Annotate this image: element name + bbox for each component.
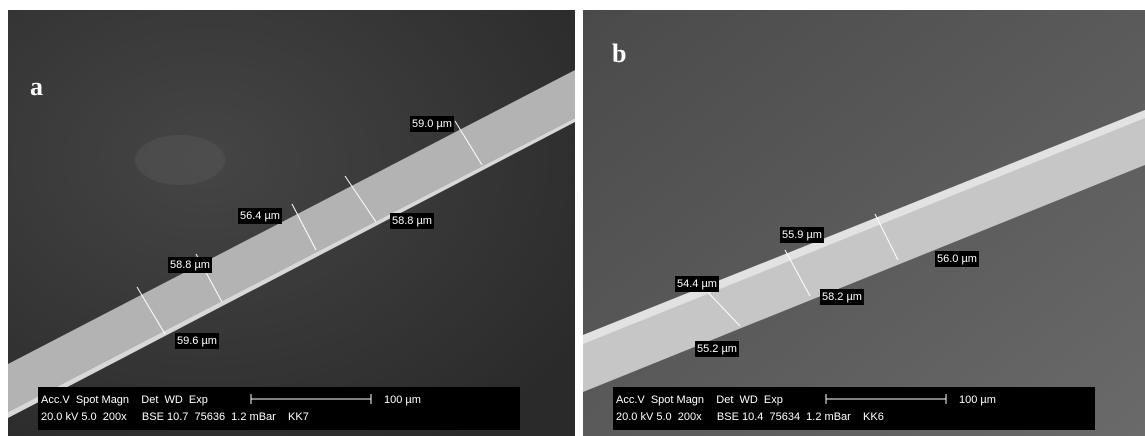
measurement-label: 58.8 µm [170,259,210,271]
figure: a 59.0 µm 56.4 µm 58.8 µm 58.8 µm 59.6 µm Acc.… [0,0,1145,436]
info-header: Acc.V Spot Magn Det WD Exp [41,394,208,406]
measurement-label: 55.9 µm [782,229,822,241]
measurement-label: 59.6 µm [177,335,217,347]
scale-label: 100 µm [959,394,996,406]
info-values: 20.0 kV 5.0 200x BSE 10.7 75636 1.2 mBar… [41,411,309,423]
measurement-label: 55.2 µm [697,343,737,355]
info-header: Acc.V Spot Magn Det WD Exp [616,394,783,406]
blur [135,135,225,185]
measurement-label: 56.0 µm [937,253,977,265]
measurement-label: 54.4 µm [677,278,717,290]
info-values: 20.0 kV 5.0 200x BSE 10.4 75634 1.2 mBar… [616,411,884,423]
measurement-label: 58.8 µm [392,215,432,227]
measurement-label: 59.0 µm [412,118,452,130]
measurement-label: 56.4 µm [240,210,280,222]
measurement-label: 58.2 µm [822,291,862,303]
panel-label: b [612,39,626,68]
panel-label: a [30,72,43,101]
scale-label: 100 µm [384,394,421,406]
